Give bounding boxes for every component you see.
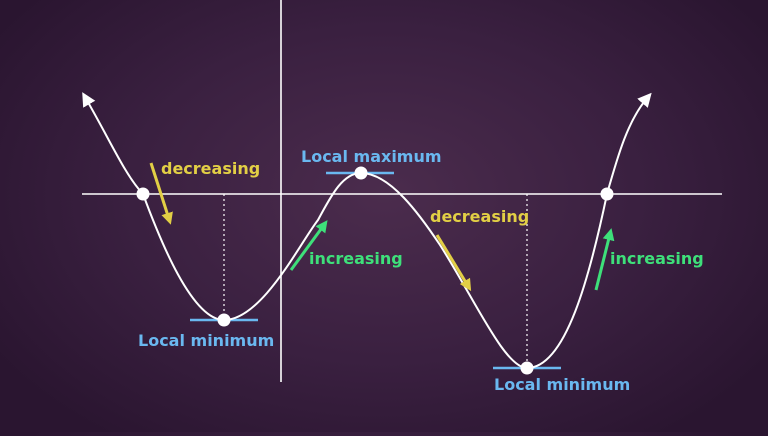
local-minimum-point-left [217,313,231,327]
decreasing-arrow-icon-left [149,162,173,225]
local-maximum-point [354,166,368,180]
increasing-arrow-icon-middle [289,220,328,271]
increasing-arrow-icon-right [594,228,615,291]
x-intercept-point-left [136,187,150,201]
label-local-minimum-left: Local minimum [138,331,274,350]
label-local-maximum: Local maximum [301,147,442,166]
decreasing-arrow-icon-right [435,234,472,292]
label-decreasing-left: decreasing [161,159,260,178]
label-increasing-middle: increasing [309,249,403,268]
label-increasing-right: increasing [610,249,704,268]
local-minimum-point-right [520,361,534,375]
x-intercept-point-right [600,187,614,201]
label-local-minimum-right: Local minimum [494,375,630,394]
label-decreasing-right: decreasing [430,207,529,226]
function-curve [82,92,652,370]
